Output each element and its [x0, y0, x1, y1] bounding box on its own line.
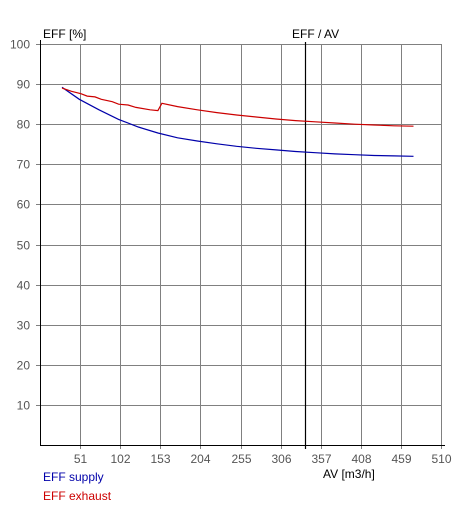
x-tick-label: 255 [231, 452, 251, 466]
y-tick-label: 90 [17, 78, 31, 92]
y-tick-label: 10 [17, 399, 31, 413]
x-tick-label: 204 [190, 452, 210, 466]
text-layer: EFF [%] EFF / AV AV [m3/h] EFF supply EF… [10, 27, 452, 503]
y-tick-label: 20 [17, 359, 31, 373]
legend-item-eff-supply: EFF supply [43, 470, 104, 484]
chart-title: EFF / AV [292, 27, 339, 41]
x-tick-label: 510 [431, 452, 451, 466]
y-tick-label: 60 [17, 198, 31, 212]
y-tick-label: 40 [17, 279, 31, 293]
x-tick-label: 408 [351, 452, 371, 466]
axis-layer [36, 40, 445, 449]
y-tick-label: 80 [17, 118, 31, 132]
y-tick-label: 50 [17, 239, 31, 253]
x-tick-label: 51 [74, 452, 88, 466]
y-tick-label: 100 [10, 38, 30, 52]
x-tick-label: 459 [391, 452, 411, 466]
grid-layer [40, 44, 441, 445]
x-tick-label: 306 [271, 452, 291, 466]
y-axis-label: EFF [%] [43, 27, 86, 41]
series-layer [61, 42, 414, 449]
legend-item-eff-exhaust: EFF exhaust [43, 489, 112, 503]
x-axis-label: AV [m3/h] [323, 467, 375, 481]
x-tick-label: 153 [150, 452, 170, 466]
series-line-eff-exhaust [61, 87, 414, 127]
x-tick-label: 357 [311, 452, 331, 466]
series-line-eff-supply [61, 86, 414, 157]
x-tick-label: 102 [110, 452, 130, 466]
y-tick-label: 70 [17, 158, 31, 172]
y-tick-label: 30 [17, 319, 31, 333]
